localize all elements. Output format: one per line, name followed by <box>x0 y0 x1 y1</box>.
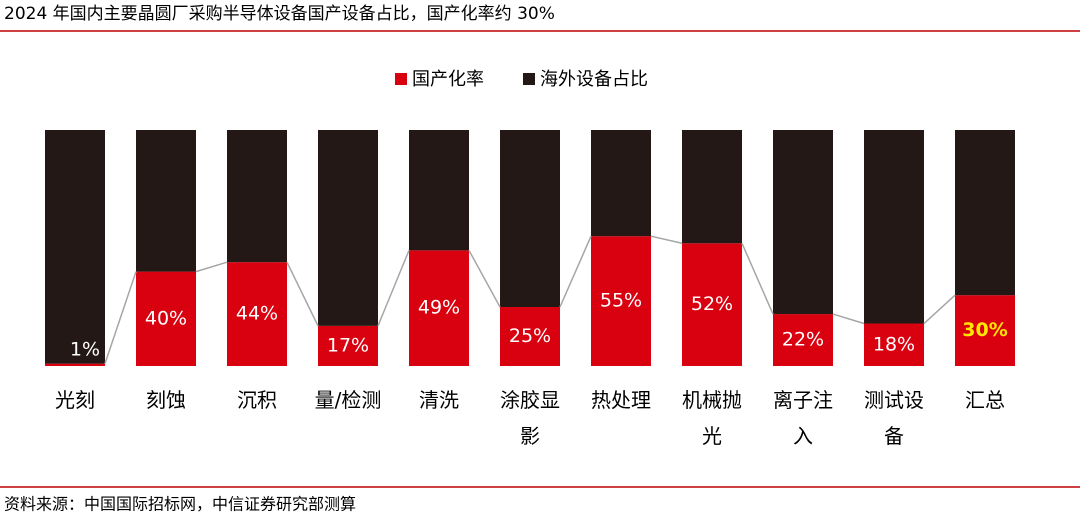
data-label: 52% <box>691 293 733 315</box>
x-tick-label: 热处理 <box>591 388 651 412</box>
data-label: 25% <box>509 325 551 347</box>
connector-line <box>741 242 774 315</box>
bar-segment <box>773 130 833 315</box>
data-label: 55% <box>600 290 642 312</box>
bar-segment <box>500 307 560 366</box>
bar-segment <box>318 325 378 366</box>
connector-line <box>832 313 865 325</box>
x-tick-label: 量/检测 <box>315 388 382 412</box>
bar-segment <box>136 130 196 272</box>
legend-swatch <box>395 73 407 85</box>
connector-line <box>559 235 592 308</box>
data-label: 40% <box>145 307 187 329</box>
data-label: 49% <box>418 297 460 319</box>
data-label: 17% <box>327 334 369 356</box>
bar-segment <box>318 130 378 326</box>
bar-segment <box>955 295 1015 366</box>
bar-segment <box>500 130 560 307</box>
x-tick-label: 清洗 <box>419 388 459 412</box>
bar-segment <box>409 250 469 366</box>
connector-line <box>468 249 501 308</box>
connector-line <box>923 294 956 325</box>
chart-title: 2024 年国内主要晶圆厂采购半导体设备国产设备占比，国产化率约 30% <box>4 4 555 24</box>
data-label: 44% <box>236 303 278 325</box>
data-label: 30% <box>962 319 1007 341</box>
x-tick-label: 涂胶显影 <box>500 388 560 448</box>
legend-swatch <box>523 73 535 85</box>
bar-segment <box>773 314 833 366</box>
legend-label: 国产化率 <box>412 69 484 90</box>
connector-line <box>286 261 319 327</box>
bar-segment <box>591 236 651 366</box>
data-label: 1% <box>70 339 100 361</box>
connector-line <box>195 261 228 273</box>
data-label: 22% <box>782 329 824 351</box>
bar-segment <box>591 130 651 237</box>
x-tick-label: 刻蚀 <box>146 388 186 412</box>
bar-segment <box>45 363 105 366</box>
connector-line <box>650 235 683 245</box>
source-note: 资料来源：中国国际招标网，中信证券研究部测算 <box>4 495 356 514</box>
bar-segment <box>864 130 924 324</box>
x-tick-label: 机械抛光 <box>682 388 742 448</box>
x-tick-label: 沉积 <box>237 388 277 412</box>
x-tick-label: 汇总 <box>965 388 1005 412</box>
bar-segment <box>864 323 924 366</box>
bar-segment <box>227 130 287 263</box>
bar-segment <box>45 130 105 364</box>
bar-segment <box>682 243 742 366</box>
legend-label: 海外设备占比 <box>540 69 648 90</box>
x-tick-label: 光刻 <box>55 388 95 412</box>
connector-line <box>377 250 410 327</box>
x-tick-label: 离子注入 <box>773 388 833 448</box>
connector-line <box>104 271 137 364</box>
bar-segment <box>136 271 196 366</box>
bar-segment <box>682 130 742 244</box>
x-tick-label: 测试设备 <box>864 388 924 448</box>
data-label: 18% <box>873 333 915 355</box>
bar-segment <box>227 262 287 366</box>
bar-segment <box>955 130 1015 296</box>
bar-segment <box>409 130 469 251</box>
